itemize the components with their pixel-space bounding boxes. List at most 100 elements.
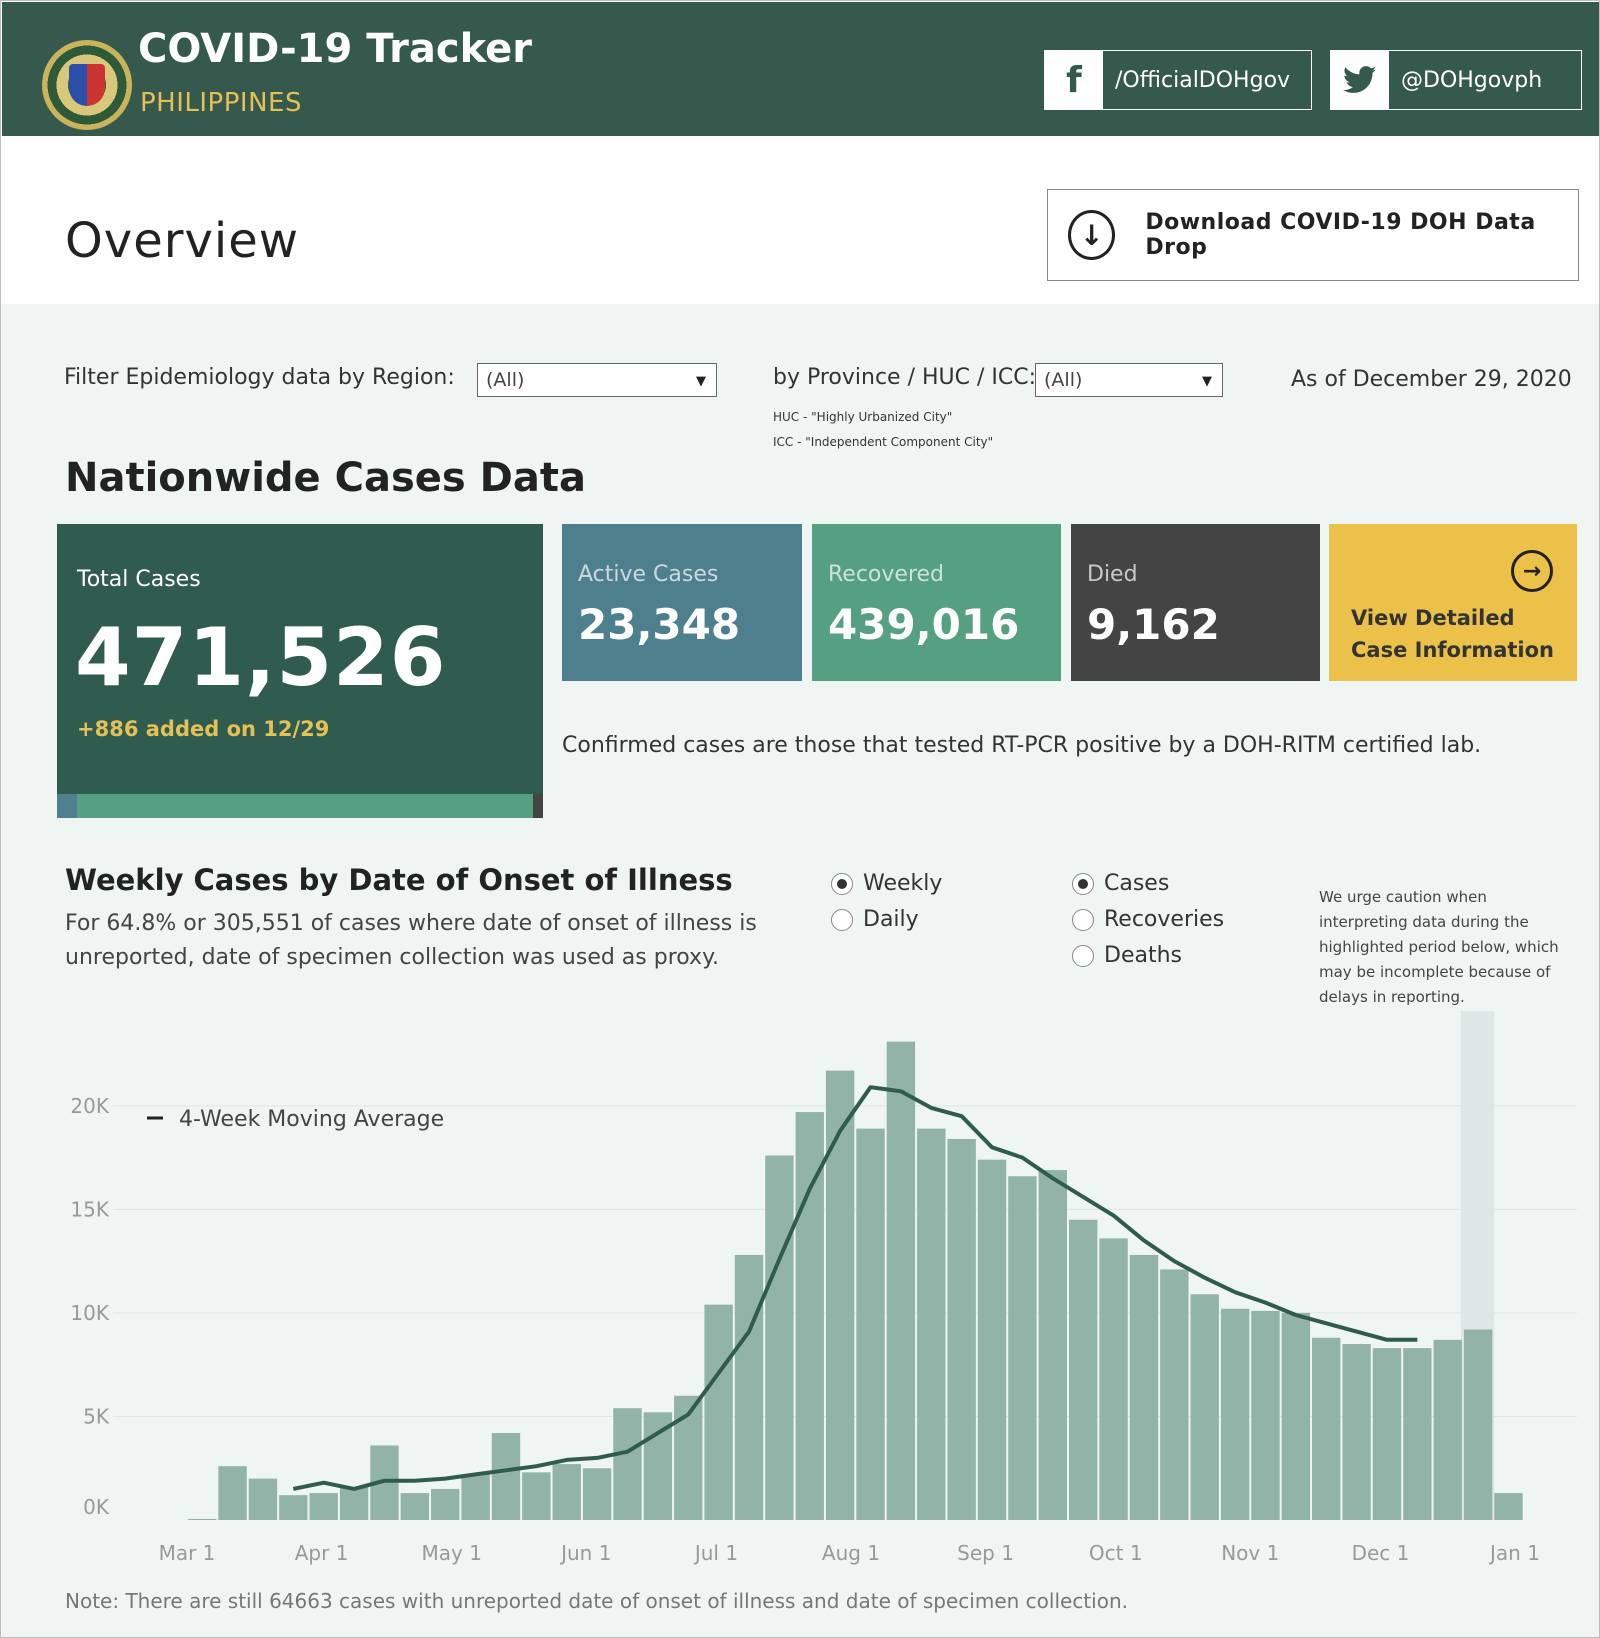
nationwide-heading: Nationwide Cases Data [65,455,586,501]
confirmed-cases-note: Confirmed cases are those that tested RT… [562,733,1482,758]
radio-unselected-icon [1072,944,1094,967]
x-tick-label: Mar 1 [159,1541,216,1565]
total-cases-card [57,524,543,794]
region-select-value: (All) [486,369,525,391]
view-detailed-case-info-button[interactable]: → View Detailed Case Information [1329,524,1577,681]
weekly-cases-bar [1281,1312,1311,1520]
weekly-cases-bar [1220,1308,1250,1520]
weekly-cases-bar [643,1412,673,1520]
y-tick-label: 15K [70,1197,109,1221]
x-tick-label: Jun 1 [559,1541,611,1565]
total-cases-value: 471,526 [75,611,447,704]
facebook-handle: /OfficialDOHgov [1115,67,1291,93]
weekly-cases-bar [582,1468,612,1520]
region-filter-label: Filter Epidemiology data by Region: [64,365,455,390]
weekly-cases-bar [1463,1329,1493,1520]
x-tick-label: Oct 1 [1089,1541,1143,1565]
radio-deaths[interactable]: Deaths [1072,943,1182,968]
download-data-drop-button[interactable]: ↓ Download COVID-19 DOH Data Drop [1047,189,1579,281]
page-title: Overview [65,213,299,269]
twitter-link[interactable]: @DOHgovph [1330,50,1582,110]
facebook-icon: f [1045,51,1103,109]
weekly-cases-bar [1099,1238,1128,1520]
weekly-cases-chart: 0K 5K 10K 15K 20K 4-Week Moving Average Mar 1 A… [70,1011,1577,1565]
radio-daily-label: Daily [863,907,919,932]
dropdown-arrow-icon: ▼ [696,374,706,389]
x-tick-label: Aug 1 [822,1541,880,1565]
caution-note: We urge caution when interpreting data d… [1319,888,1559,1006]
radio-unselected-icon [1072,908,1094,931]
weekly-cases-bar [1190,1294,1219,1520]
legend-label: 4-Week Moving Average [179,1107,444,1132]
radio-weekly-label: Weekly [863,871,943,896]
arrow-right-circle-icon: → [1511,550,1553,592]
recovered-value: 439,016 [828,600,1020,649]
radio-recoveries[interactable]: Recoveries [1072,907,1224,932]
weekly-cases-bar [491,1433,521,1520]
dropdown-arrow-icon: ▼ [1202,374,1212,389]
weekly-cases-bar [613,1408,642,1520]
twitter-icon [1331,51,1389,109]
weekly-cases-bar [825,1070,855,1520]
weekly-cases-bar [856,1128,885,1520]
weekly-cases-bar [431,1488,460,1520]
recovered-card: Recovered 439,016 [812,524,1061,681]
view-detailed-line1: View Detailed [1351,606,1515,630]
weekly-cases-bar [1372,1348,1402,1520]
weekly-cases-bar [1038,1170,1067,1520]
province-filter-label: by Province / HUC / ICC: [773,365,1037,390]
region-select[interactable]: (All) ▼ [477,363,717,397]
icc-note: ICC - "Independent Component City" [773,435,994,449]
radio-daily[interactable]: Daily [831,907,919,932]
x-tick-label: May 1 [422,1541,482,1565]
view-detailed-line2: Case Information [1351,638,1554,662]
weekly-cases-bar [1251,1310,1280,1520]
weekly-cases-bar [279,1495,308,1520]
weekly-cases-bar [1403,1348,1432,1520]
radio-recoveries-label: Recoveries [1104,907,1225,932]
province-select[interactable]: (All) ▼ [1035,363,1223,397]
y-tick-label: 5K [83,1404,110,1428]
weekly-cases-bar [1342,1343,1371,1520]
weekly-cases-bar [1008,1176,1037,1520]
weekly-cases-bar [917,1128,946,1520]
radio-selected-icon [831,872,853,895]
died-label: Died [1087,562,1138,587]
weekly-cases-bar [218,1466,247,1520]
x-tick-label: Nov 1 [1221,1541,1279,1565]
radio-deaths-label: Deaths [1104,943,1182,968]
weekly-cases-bar [765,1155,794,1520]
facebook-link[interactable]: f /OfficialDOHgov [1044,50,1312,110]
header-bar: COVID-19 Tracker PHILIPPINES f /Official… [2,2,1599,136]
x-tick-label: Sep 1 [957,1541,1014,1565]
cases-added-today: +886 added on 12/29 [77,717,330,741]
x-tick-label: Apr 1 [295,1541,349,1565]
weekly-cases-bar [461,1474,490,1520]
y-tick-label: 0K [83,1495,110,1519]
download-arrow-icon: ↓ [1068,210,1116,260]
recovered-label: Recovered [828,562,945,587]
huc-note: HUC - "Highly Urbanized City" [773,410,953,424]
weekly-cases-bar [248,1478,278,1520]
weekly-cases-bar [339,1486,369,1520]
weekly-cases-bar [947,1138,976,1520]
y-tick-label: 10K [70,1301,109,1325]
seal-shield-icon [69,64,105,106]
active-cases-label: Active Cases [578,562,719,587]
radio-weekly[interactable]: Weekly [831,871,942,896]
active-cases-value: 23,348 [578,600,741,649]
weekly-cases-bar [1068,1219,1098,1520]
radio-selected-icon [1072,872,1094,895]
died-card: Died 9,162 [1071,524,1320,681]
radio-cases-label: Cases [1104,871,1170,896]
died-value: 9,162 [1087,600,1220,649]
weekly-cases-bar [734,1254,764,1520]
weekly-cases-bar [1129,1254,1159,1520]
chart-title: Weekly Cases by Date of Onset of Illness [65,863,733,897]
weekly-cases-bar [522,1472,551,1520]
radio-cases[interactable]: Cases [1072,871,1169,896]
radio-unselected-icon [831,908,853,931]
weekly-cases-bar [886,1041,916,1520]
province-select-value: (All) [1044,369,1083,391]
